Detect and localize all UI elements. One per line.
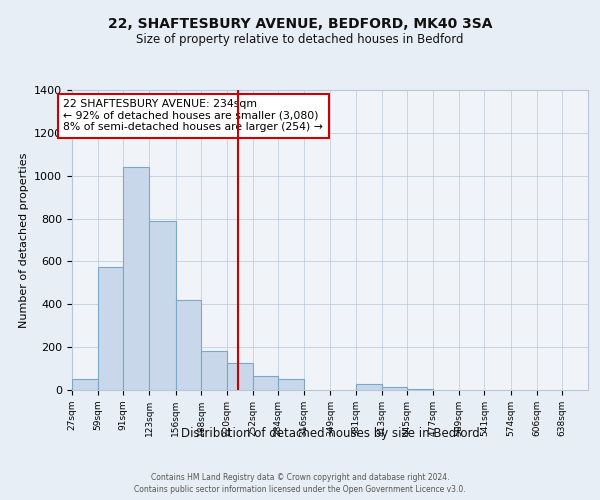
Y-axis label: Number of detached properties: Number of detached properties [19,152,29,328]
Text: Size of property relative to detached houses in Bedford: Size of property relative to detached ho… [136,32,464,46]
Text: 22, SHAFTESBURY AVENUE, BEDFORD, MK40 3SA: 22, SHAFTESBURY AVENUE, BEDFORD, MK40 3S… [108,18,492,32]
Bar [98,267,124,390]
Bar [176,300,201,390]
Text: 22 SHAFTESBURY AVENUE: 234sqm
← 92% of detached houses are smaller (3,080)
8% of: 22 SHAFTESBURY AVENUE: 234sqm ← 92% of d… [64,99,323,132]
Bar [201,352,227,390]
Bar [149,220,176,390]
Bar [278,380,304,390]
Text: Contains HM Land Registry data © Crown copyright and database right 2024.: Contains HM Land Registry data © Crown c… [151,472,449,482]
Bar [382,387,407,390]
Text: Distribution of detached houses by size in Bedford: Distribution of detached houses by size … [181,428,479,440]
Bar [253,376,278,390]
Text: Contains public sector information licensed under the Open Government Licence v3: Contains public sector information licen… [134,485,466,494]
Bar [227,363,253,390]
Bar [407,389,433,390]
Bar [124,167,149,390]
Bar [356,384,382,390]
Bar [72,380,98,390]
